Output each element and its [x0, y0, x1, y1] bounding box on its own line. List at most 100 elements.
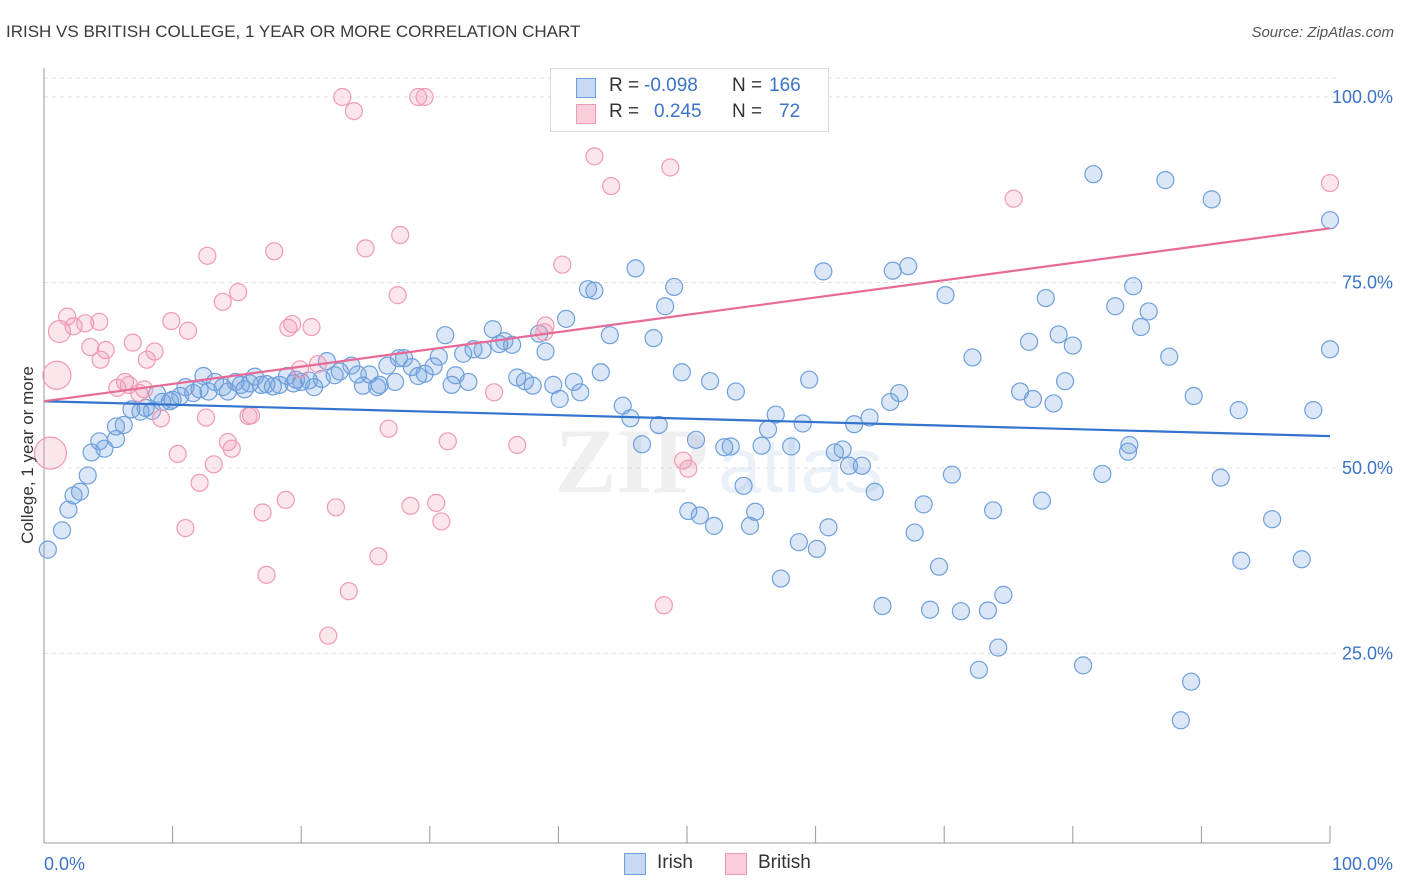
british-point — [333, 87, 352, 107]
irish-trend-line — [43, 400, 1331, 438]
irish-point — [873, 596, 892, 616]
irish-point — [626, 259, 645, 278]
irish-point — [1160, 347, 1179, 366]
irish-point — [833, 440, 852, 459]
irish-point — [550, 389, 569, 409]
irish-point — [370, 375, 389, 394]
british-point — [198, 246, 217, 265]
british-point — [485, 383, 504, 402]
irish-point — [1063, 336, 1082, 355]
irish-point — [905, 523, 924, 542]
british-point — [190, 473, 209, 492]
stats-row-irish: R = -0.098 N = 166 — [551, 75, 828, 99]
irish-point — [557, 309, 576, 328]
y-tick-label: 75.0% — [1342, 273, 1393, 293]
irish-point — [860, 408, 879, 427]
british-point — [415, 87, 434, 107]
irish-point — [746, 502, 765, 521]
chart-title: IRISH VS BRITISH COLLEGE, 1 YEAR OR MORE… — [6, 22, 581, 41]
irish-point — [367, 378, 387, 397]
british-point — [204, 455, 223, 474]
irish-n-value: 166 — [769, 75, 801, 96]
irish-point — [665, 277, 684, 297]
irish-point — [1263, 510, 1282, 529]
irish-point — [734, 476, 753, 495]
irish-point — [578, 280, 598, 299]
irish-point — [704, 516, 724, 535]
british-point — [257, 565, 276, 584]
stats-box: R = -0.098 N = 166 R = 0.245 N = 72 — [550, 68, 829, 132]
legend-british-label: British — [758, 852, 811, 873]
irish-point — [715, 438, 734, 457]
irish-point — [679, 501, 698, 521]
irish-point — [740, 516, 760, 535]
irish-point — [994, 585, 1013, 604]
irish-point — [989, 638, 1008, 657]
british-r-value: 0.245 — [654, 101, 702, 122]
british-point — [401, 496, 420, 515]
british-point — [319, 626, 338, 645]
british-n-label: N = — [732, 101, 763, 122]
irish-r-label: R = — [609, 75, 640, 96]
irish-point — [199, 382, 218, 401]
irish-point — [899, 257, 918, 276]
irish-point — [936, 286, 955, 305]
british-point — [176, 519, 195, 538]
british-point — [58, 307, 77, 326]
irish-point — [672, 363, 691, 382]
british-point — [290, 360, 310, 379]
legend-irish-label: Irish — [657, 852, 693, 873]
irish-point — [644, 329, 663, 348]
stats-row-british: R = 0.245 N = 72 — [551, 101, 828, 125]
british-r-label: R = — [609, 101, 640, 122]
irish-point — [385, 372, 405, 392]
irish-point — [114, 415, 133, 435]
british-point — [391, 225, 410, 245]
british-point — [1320, 173, 1340, 193]
irish-point — [1124, 277, 1143, 296]
x-tick-label: 100.0% — [1332, 854, 1393, 874]
irish-point — [1182, 672, 1201, 691]
irish-point — [1320, 211, 1340, 230]
british-point — [679, 459, 698, 478]
british-point — [585, 147, 604, 166]
grid-lines — [44, 77, 1336, 654]
british-points — [33, 87, 1340, 645]
irish-point — [963, 348, 982, 367]
irish-point — [969, 660, 989, 679]
british-point — [168, 444, 187, 464]
irish-point — [503, 335, 522, 354]
british-point — [162, 311, 181, 331]
irish-point — [1084, 165, 1103, 184]
irish-point — [978, 601, 998, 620]
irish-point — [649, 415, 668, 435]
british-point — [64, 317, 83, 336]
british-point — [326, 498, 346, 517]
irish-point — [591, 363, 610, 382]
irish-n-label: N = — [732, 75, 763, 96]
irish-point — [632, 435, 652, 454]
irish-point — [1131, 317, 1151, 337]
british-point — [553, 255, 572, 274]
british-point — [302, 317, 321, 337]
irish-point — [1202, 190, 1221, 209]
irish-point — [890, 383, 909, 403]
british-point — [409, 87, 428, 107]
irish-point — [800, 370, 819, 389]
irish-point — [1019, 332, 1039, 351]
irish-point — [1232, 551, 1251, 570]
british-point — [265, 242, 284, 261]
irish-point — [721, 437, 740, 456]
british-point — [222, 439, 241, 458]
british-point — [427, 493, 446, 512]
irish-point — [1171, 711, 1190, 730]
irish-point — [951, 602, 971, 621]
irish-point — [929, 557, 949, 576]
british-point — [602, 176, 621, 196]
source-label: Source: ZipAtlas.com — [1251, 24, 1394, 41]
irish-point — [70, 482, 90, 501]
irish-point — [852, 456, 871, 475]
irish-point — [1023, 389, 1043, 409]
british-point — [196, 408, 216, 427]
irish-point — [424, 357, 443, 376]
